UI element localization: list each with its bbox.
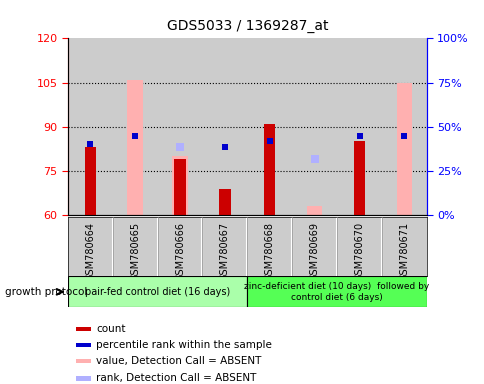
Text: GSM780666: GSM780666 xyxy=(175,222,185,281)
Text: value, Detection Call = ABSENT: value, Detection Call = ABSENT xyxy=(96,356,261,366)
Text: GSM780671: GSM780671 xyxy=(398,222,408,281)
Bar xyxy=(85,147,96,215)
Bar xyxy=(112,38,157,215)
Bar xyxy=(157,38,202,215)
Text: GSM780664: GSM780664 xyxy=(85,222,95,281)
Text: GSM780665: GSM780665 xyxy=(130,222,140,281)
Bar xyxy=(76,376,91,381)
Text: growth protocol: growth protocol xyxy=(5,287,87,297)
Bar xyxy=(127,79,143,215)
Text: pair-fed control diet (16 days): pair-fed control diet (16 days) xyxy=(85,287,230,297)
Bar xyxy=(353,141,364,215)
Bar xyxy=(247,276,426,307)
Bar xyxy=(306,206,322,215)
Bar xyxy=(396,83,411,215)
Title: GDS5033 / 1369287_at: GDS5033 / 1369287_at xyxy=(166,19,327,33)
Text: rank, Detection Call = ABSENT: rank, Detection Call = ABSENT xyxy=(96,374,256,384)
Text: GSM780667: GSM780667 xyxy=(219,222,229,281)
Bar xyxy=(68,38,112,215)
Bar xyxy=(68,276,247,307)
Bar xyxy=(172,156,187,215)
Text: GSM780669: GSM780669 xyxy=(309,222,319,281)
Bar xyxy=(174,159,185,215)
Bar xyxy=(202,38,247,215)
Bar xyxy=(291,38,336,215)
Bar xyxy=(247,38,291,215)
Text: percentile rank within the sample: percentile rank within the sample xyxy=(96,339,272,349)
Bar xyxy=(336,38,381,215)
Text: count: count xyxy=(96,324,126,334)
Text: GSM780668: GSM780668 xyxy=(264,222,274,281)
Bar xyxy=(381,38,426,215)
Text: GSM780670: GSM780670 xyxy=(354,222,364,281)
Bar xyxy=(219,189,230,215)
Bar xyxy=(264,124,275,215)
Bar xyxy=(76,359,91,363)
Bar xyxy=(76,327,91,331)
Text: zinc-deficient diet (10 days)  followed by
control diet (6 days): zinc-deficient diet (10 days) followed b… xyxy=(244,282,429,301)
Bar xyxy=(76,343,91,347)
